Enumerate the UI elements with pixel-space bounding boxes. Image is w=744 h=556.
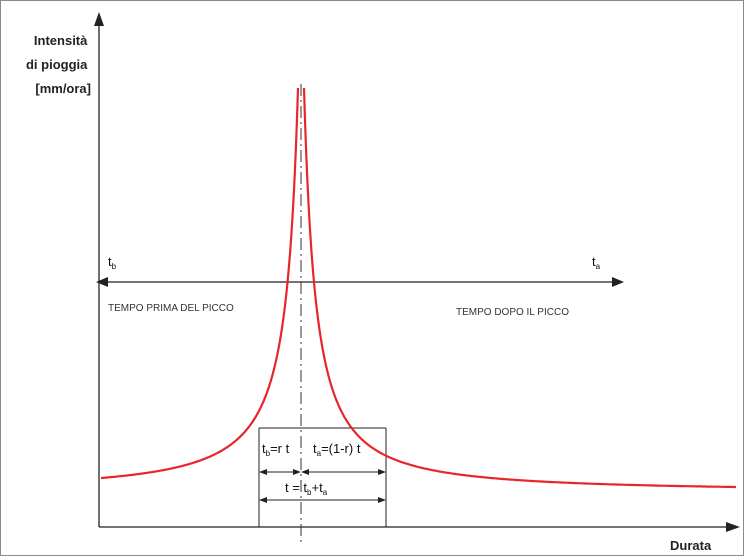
- time-arrow-left-head: [96, 277, 108, 287]
- total-duration-equation: t = tb+ta: [285, 480, 328, 497]
- y-axis-label-line-2: di pioggia: [26, 57, 88, 72]
- intensity-curve-rising-limb: [101, 87, 300, 480]
- x-axis-label: Durata: [670, 538, 712, 553]
- tb-arrow-left-head: [259, 469, 267, 475]
- total-arrow-right-head: [378, 497, 386, 503]
- y-axis-label: Intensità di pioggia [mm/ora]: [26, 33, 91, 96]
- before-peak-caption: TEMPO PRIMA DEL PICCO: [108, 303, 234, 314]
- y-axis-arrowhead: [94, 12, 104, 26]
- total-arrow-left-head: [259, 497, 267, 503]
- tb-arrow-right-head: [293, 469, 301, 475]
- intensity-curve-falling-limb: [302, 87, 736, 489]
- tb-label: tb: [108, 254, 117, 271]
- tb-equation: tb=r t: [262, 441, 290, 458]
- y-axis-label-line-3: [mm/ora]: [35, 81, 91, 96]
- y-axis-label-line-1: Intensità: [34, 33, 88, 48]
- ta-label: ta: [592, 254, 601, 271]
- ta-arrow-right-head: [378, 469, 386, 475]
- time-arrow-right-head: [612, 277, 624, 287]
- ta-arrow-left-head: [301, 469, 309, 475]
- after-peak-caption: TEMPO DOPO IL PICCO: [456, 307, 569, 318]
- x-axis-arrowhead: [726, 522, 740, 532]
- ta-equation: ta=(1-r) t: [313, 441, 361, 458]
